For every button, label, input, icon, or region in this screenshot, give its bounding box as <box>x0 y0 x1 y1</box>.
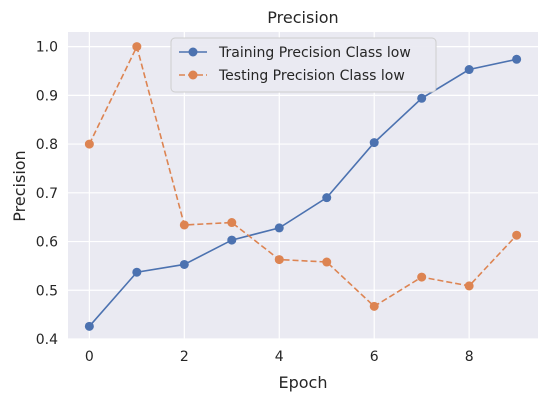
legend-label-training: Training Precision Class low <box>218 45 411 61</box>
data-point <box>322 193 332 203</box>
legend-marker-testing <box>188 70 198 80</box>
data-point <box>179 220 189 230</box>
series-layer <box>84 42 522 331</box>
data-point <box>132 267 142 277</box>
y-axis-label: Precision <box>10 150 29 221</box>
data-point <box>274 223 284 233</box>
x-tick-label: 2 <box>180 349 189 365</box>
data-point <box>322 257 332 267</box>
x-axis-label: Epoch <box>279 373 328 392</box>
legend-label-testing: Testing Precision Class low <box>218 68 405 84</box>
y-tick-label: 0.8 <box>36 137 58 153</box>
data-point <box>84 139 94 149</box>
x-tick-label: 4 <box>275 349 284 365</box>
series-line <box>88 44 518 308</box>
data-point <box>369 138 379 148</box>
x-tick-label: 8 <box>465 349 474 365</box>
data-point <box>512 54 522 64</box>
data-point <box>417 93 427 103</box>
y-tick-label: 0.4 <box>36 332 58 348</box>
series-testing <box>84 42 522 311</box>
series-line <box>88 58 517 327</box>
y-tick-label: 0.5 <box>36 283 58 299</box>
legend-box <box>170 37 437 93</box>
series-training <box>84 54 522 331</box>
legend: Training Precision Class low Testing Pre… <box>170 37 437 93</box>
legend-marker-training <box>188 47 198 57</box>
y-tick-label: 0.7 <box>36 186 58 202</box>
y-tick-label: 0.9 <box>36 88 58 104</box>
data-point <box>132 42 142 52</box>
data-point <box>512 230 522 240</box>
x-tick-labels: 0 2 4 6 8 <box>85 349 474 365</box>
data-point <box>179 259 189 269</box>
data-point <box>227 235 237 245</box>
legend-entry-testing: Testing Precision Class low <box>179 68 405 84</box>
data-point <box>464 281 474 291</box>
data-point <box>84 321 94 331</box>
data-point <box>464 65 474 75</box>
data-point <box>227 218 237 228</box>
x-tick-label: 6 <box>370 349 379 365</box>
data-point <box>369 301 379 311</box>
data-point <box>417 272 427 282</box>
y-tick-labels: 0.4 0.5 0.6 0.7 0.8 0.9 1.0 <box>36 40 58 348</box>
data-point <box>274 255 284 265</box>
y-tick-label: 0.6 <box>36 235 58 251</box>
y-tick-label: 1.0 <box>36 40 58 56</box>
chart-title: Precision <box>267 8 338 27</box>
x-tick-label: 0 <box>85 349 94 365</box>
legend-entry-training: Training Precision Class low <box>179 45 411 61</box>
